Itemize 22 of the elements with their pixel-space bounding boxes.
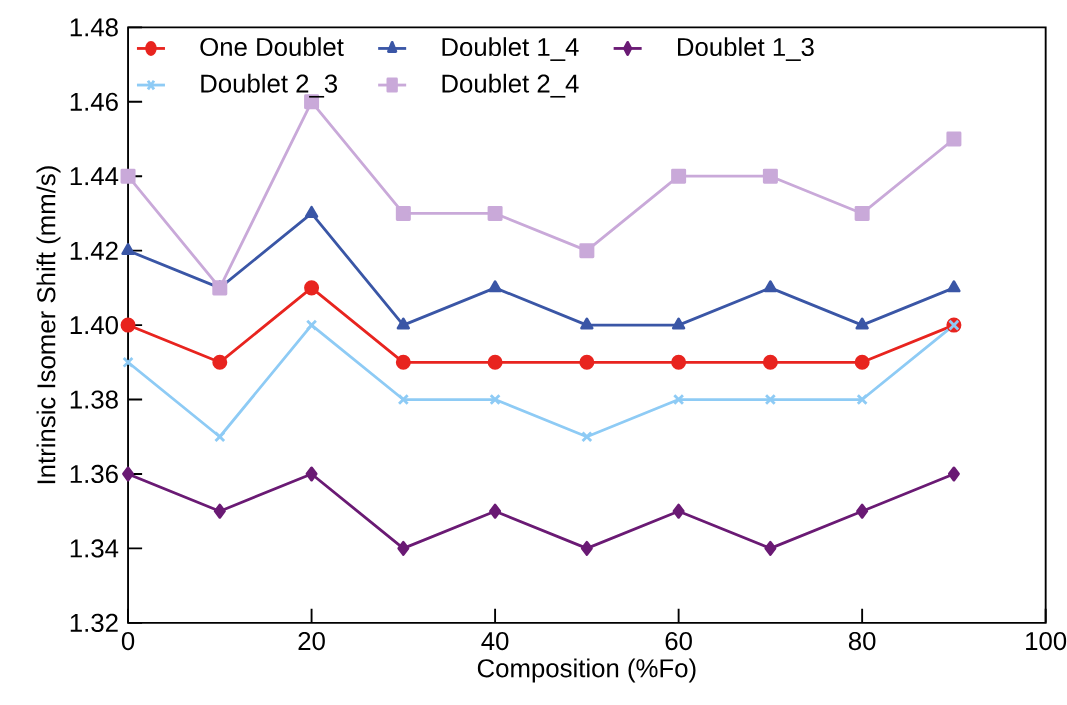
y-tick-label: 1.40	[70, 316, 118, 335]
legend-label: Doublet 1_4	[442, 37, 579, 62]
y-tick-label: 1.32	[70, 613, 118, 633]
legend-label: Doublet 2_3	[201, 73, 338, 98]
y-tick-label: 1.48	[70, 18, 118, 37]
legend-label: One Doublet	[200, 37, 344, 57]
y-tick-label: 1.46	[70, 92, 118, 111]
y-tick-label: 1.42	[70, 241, 118, 260]
y-tick-label: 1.34	[70, 539, 119, 558]
y-tick-label: 1.44	[70, 167, 119, 186]
legend-label: Doublet 1_3	[678, 37, 814, 62]
x-tick-label: 80	[848, 632, 876, 651]
x-tick-label: 100	[1026, 632, 1067, 651]
x-tick-label: 0	[121, 632, 135, 651]
legend-label: Doublet 2_4	[442, 73, 579, 98]
x-tick-label: 40	[481, 632, 509, 651]
x-tick-label: 20	[298, 632, 325, 651]
y-axis-title: Intrinsic Isomer Shift (mm/s)	[36, 166, 61, 484]
x-tick-label: 60	[665, 632, 692, 651]
x-axis-title: Composition (%Fo)	[477, 658, 696, 683]
y-tick-label: 1.38	[70, 390, 118, 409]
y-tick-label: 1.36	[70, 464, 118, 484]
